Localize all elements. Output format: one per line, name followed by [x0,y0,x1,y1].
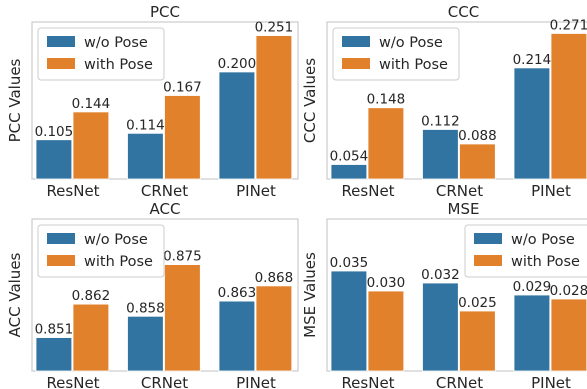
acc-x-tick-crnet: CRNet [141,374,188,389]
acc-y-axis-label: ACC Values [6,252,24,337]
ccc-data-label-crnet-with-pose: 0.088 [458,128,497,144]
pcc-bar-resnet-w-o-pose [35,139,73,180]
ccc-bar-crnet-with-pose [459,143,496,180]
mse-x-tick-pinet: PINet [531,374,571,389]
acc-data-label-crnet-w-o-pose: 0.858 [126,300,165,316]
ccc-x-tick-crnet: CRNet [436,182,483,200]
mse-data-label-pinet-with-pose: 0.028 [550,283,587,299]
pcc-x-tick-resnet: ResNet [46,182,99,200]
pcc-title: PCC [150,3,180,21]
pcc-legend: w/o Pose with Pose [37,27,165,81]
pcc-data-label-pinet-with-pose: 0.251 [255,20,294,36]
pcc-data-label-resnet-w-o-pose: 0.105 [35,124,74,140]
ccc-x-tick-resnet: ResNet [341,182,394,200]
pcc-data-label-crnet-w-o-pose: 0.114 [126,117,165,133]
pcc-data-label-resnet-with-pose: 0.144 [72,96,111,112]
pcc-bar-pinet-with-pose [255,35,293,180]
acc-legend-swatch-with-pose [47,255,75,266]
mse-bar-resnet-with-pose [367,290,405,372]
acc-bar-crnet-with-pose [164,264,201,372]
pcc-legend-swatch-w-o-pose [47,36,75,47]
mse-legend-swatch-w-o-pose [474,233,502,244]
acc-data-label-resnet-w-o-pose: 0.851 [35,322,74,338]
acc-legend-swatch-w-o-pose [47,233,75,244]
mse-bar-resnet-w-o-pose [330,270,368,372]
mse-legend: w/o Pose with Pose [464,224,587,278]
acc-title: ACC [150,200,181,218]
ccc-legend-label-w-o-pose: w/o Pose [379,35,443,51]
pcc-panel: PCC PCC Values 0.105 0.144 ResNet 0.114 0.167 C… [6,3,299,200]
pcc-legend-swatch-with-pose [47,58,75,69]
mse-legend-label-with-pose: with Pose [511,254,580,270]
ccc-data-label-crnet-w-o-pose: 0.112 [421,113,460,129]
ccc-data-label-pinet-with-pose: 0.271 [550,17,587,33]
mse-y-axis-label: MSE Values [301,252,319,338]
acc-data-label-crnet-with-pose: 0.875 [163,249,202,265]
ccc-bar-resnet-with-pose [367,107,405,180]
ccc-y-axis-label: CCC Values [301,58,319,143]
mse-panel: MSE MSE Values 0.035 0.030 ResNet 0.032 0.025 C… [301,200,587,389]
ccc-bar-resnet-w-o-pose [330,164,368,180]
mse-data-label-crnet-with-pose: 0.025 [458,295,497,311]
pcc-bar-crnet-w-o-pose [127,132,164,180]
ccc-legend: w/o Pose with Pose [332,27,460,81]
mse-legend-swatch-with-pose [474,255,502,266]
mse-data-label-resnet-w-o-pose: 0.035 [330,255,369,271]
acc-legend: w/o Pose with Pose [37,224,165,278]
ccc-data-label-resnet-w-o-pose: 0.054 [330,149,369,165]
pcc-bar-resnet-with-pose [72,111,110,180]
pcc-x-tick-crnet: CRNet [141,182,188,200]
mse-title: MSE [448,200,480,218]
mse-data-label-crnet-w-o-pose: 0.032 [421,267,460,283]
ccc-bar-crnet-w-o-pose [422,129,459,180]
acc-panel: ACC ACC Values 0.851 0.862 ResNet 0.858 0.875 C… [6,200,299,389]
pcc-y-axis-label: PCC Values [6,58,24,142]
acc-x-tick-pinet: PINet [236,374,276,389]
mse-bar-pinet-w-o-pose [513,294,551,372]
pcc-legend-label-with-pose: with Pose [84,57,153,73]
ccc-bar-pinet-with-pose [550,33,587,180]
mse-data-label-resnet-with-pose: 0.030 [367,275,406,291]
mse-bar-pinet-with-pose [550,298,587,372]
acc-bar-resnet-with-pose [72,303,110,372]
acc-bar-crnet-w-o-pose [127,315,164,372]
acc-legend-label-w-o-pose: w/o Pose [84,232,148,248]
mse-bar-crnet-with-pose [459,310,496,372]
ccc-title: CCC [448,3,479,21]
acc-legend-label-with-pose: with Pose [84,254,153,270]
acc-data-label-pinet-with-pose: 0.868 [255,270,294,286]
ccc-data-label-pinet-w-o-pose: 0.214 [513,52,552,68]
pcc-legend-label-w-o-pose: w/o Pose [84,35,148,51]
pcc-bar-pinet-w-o-pose [218,71,256,180]
acc-bar-pinet-w-o-pose [218,300,256,372]
mse-x-tick-resnet: ResNet [341,374,394,389]
mse-legend-label-w-o-pose: w/o Pose [511,232,575,248]
ccc-legend-swatch-w-o-pose [342,36,370,47]
pcc-bar-crnet-with-pose [164,95,201,180]
acc-x-tick-resnet: ResNet [46,374,99,389]
mse-x-tick-crnet: CRNet [436,374,483,389]
mse-data-label-pinet-w-o-pose: 0.029 [513,279,552,295]
pcc-data-label-pinet-w-o-pose: 0.200 [218,56,257,72]
ccc-bar-pinet-w-o-pose [513,67,551,180]
acc-data-label-resnet-with-pose: 0.862 [72,288,111,304]
acc-bar-pinet-with-pose [255,285,293,372]
pcc-x-tick-pinet: PINet [236,182,276,200]
ccc-x-tick-pinet: PINet [531,182,571,200]
ccc-legend-label-with-pose: with Pose [379,57,448,73]
acc-bar-resnet-w-o-pose [35,337,73,372]
ccc-legend-swatch-with-pose [342,58,370,69]
pcc-data-label-crnet-with-pose: 0.167 [163,80,202,96]
acc-data-label-pinet-w-o-pose: 0.863 [218,285,257,301]
ccc-data-label-resnet-with-pose: 0.148 [367,92,406,108]
mse-bar-crnet-w-o-pose [422,282,459,372]
